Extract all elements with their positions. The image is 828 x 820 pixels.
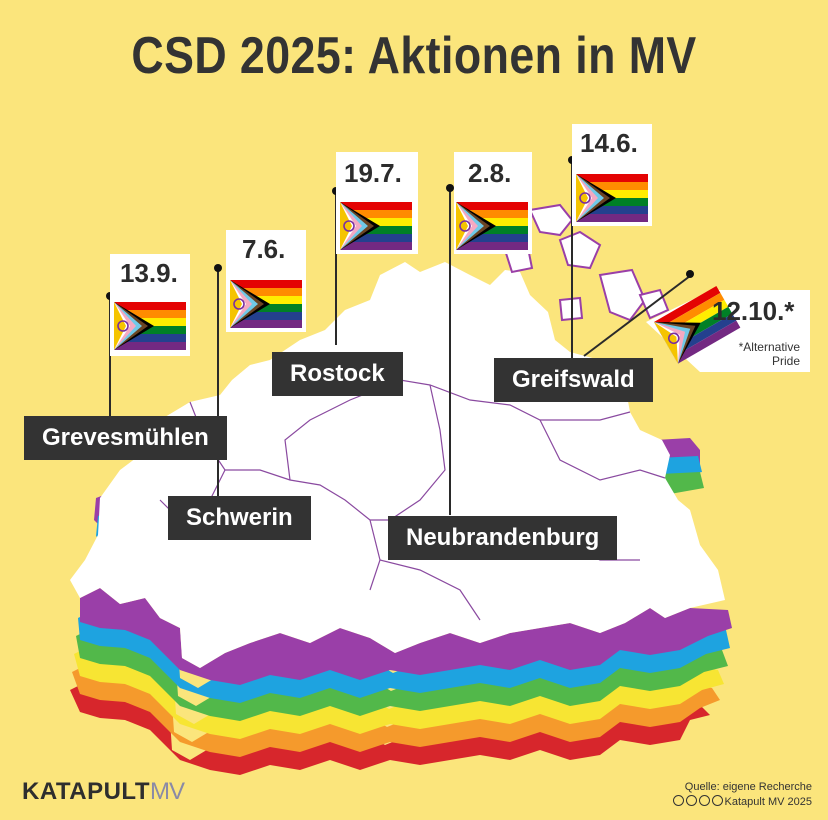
date-grevesmuehlen: 13.9. [120, 258, 178, 288]
city-label-grevesmuehlen: Grevesmühlen [24, 416, 227, 460]
pride-flag-greifswald [575, 173, 649, 223]
page-title: CSD 2025: Aktionen in MV [131, 27, 697, 85]
city-label-neubrandenburg: Neubrandenburg [388, 516, 618, 560]
cc-license-icon [672, 795, 725, 808]
flag-pole-tips [106, 156, 694, 300]
city-label-schwerin: Schwerin [168, 496, 311, 540]
source-credit: Quelle: eigene Recherche Katapult MV 202… [672, 780, 812, 810]
pride-flag-rostock [339, 201, 413, 251]
date-greifswald: 14.6. [580, 128, 638, 158]
alternative-pride-note: *Alternative Pride [738, 340, 800, 368]
date-schwerin: 7.6. [242, 234, 286, 264]
city-label-rostock: Rostock [272, 352, 403, 396]
katapult-logo: KATAPULTMV [22, 778, 185, 805]
date-rostock: 19.7. [344, 158, 402, 188]
date-neubrandenburg: 2.8. [468, 158, 512, 188]
date-alternative-pride: 12.10.* [712, 296, 795, 326]
pride-flag-grevesmuehlen [113, 301, 187, 351]
pride-flag-schwerin [229, 279, 303, 329]
city-label-greifswald: Greifswald [494, 358, 653, 402]
pride-flag-neubrandenburg [455, 201, 529, 251]
